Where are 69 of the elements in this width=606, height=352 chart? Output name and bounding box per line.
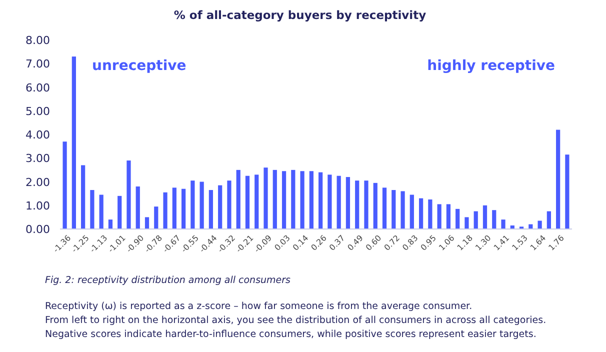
bar — [418, 198, 424, 229]
annotation: highly receptive — [427, 58, 555, 74]
bar — [272, 170, 277, 229]
bar — [346, 177, 350, 229]
bar — [501, 220, 506, 229]
text: Receptivity (ω) is reported as a z-score – how far someone is from the average consumer. — [45, 301, 472, 312]
bar — [538, 220, 542, 229]
y-tick-label: 2.00 — [26, 176, 50, 189]
bar — [364, 180, 368, 229]
caption: Fig. 2: receptivity distribution among all consumers — [45, 275, 291, 286]
bar — [154, 206, 158, 229]
bar — [208, 190, 214, 229]
bar — [382, 188, 387, 229]
bar — [437, 204, 442, 229]
bar — [291, 170, 296, 229]
bar — [200, 182, 204, 229]
bar — [227, 180, 232, 229]
bar — [144, 217, 150, 229]
bar — [336, 176, 341, 229]
y-tick-label: 0.00 — [26, 223, 50, 236]
bar — [81, 165, 86, 229]
bar — [373, 182, 378, 229]
bar — [410, 194, 414, 229]
y-tick-label: 1.00 — [26, 199, 50, 212]
bar — [72, 56, 76, 229]
bar — [546, 211, 551, 229]
bar — [492, 210, 496, 229]
bar — [236, 170, 240, 229]
bar — [300, 171, 304, 229]
bar — [163, 192, 168, 229]
y-tick-label: 4.00 — [26, 128, 50, 142]
bar — [355, 180, 360, 229]
bar — [392, 190, 396, 229]
text: From left to right on the horizontal axis, you see the distribution of all consumers in across all categories. — [45, 315, 546, 326]
bar — [99, 194, 104, 229]
bar — [446, 204, 451, 229]
bar — [565, 154, 570, 229]
bar — [264, 168, 268, 229]
bar — [172, 188, 176, 229]
bar — [254, 174, 259, 229]
bar — [245, 176, 250, 229]
annotation: unreceptive — [92, 58, 186, 74]
bar — [90, 190, 94, 229]
y-tick-label: 8.00 — [26, 34, 50, 47]
bar — [62, 142, 67, 229]
bar — [400, 191, 405, 229]
bar — [428, 199, 432, 229]
bar — [318, 172, 323, 229]
y-tick-label: 7.00 — [26, 58, 50, 71]
bar — [108, 220, 113, 229]
bar — [126, 160, 131, 229]
bar — [181, 188, 186, 229]
y-tick-label: 6.00 — [26, 81, 50, 94]
chart-title: % of all-category buyers by receptivity — [174, 8, 427, 22]
y-tick-label: 3.00 — [26, 152, 50, 166]
bar — [464, 217, 469, 229]
bar — [309, 171, 314, 229]
text: Negative scores indicate harder-to-influence consumers, while positive scores represent easier targets. — [45, 329, 536, 340]
bar — [136, 186, 140, 229]
bar — [218, 185, 222, 229]
bar — [474, 211, 478, 229]
bar — [328, 174, 332, 229]
bar — [456, 208, 460, 229]
bar — [282, 171, 286, 229]
bar — [190, 180, 195, 229]
bar — [482, 205, 488, 229]
bar — [118, 196, 122, 229]
y-tick-label: 5.00 — [26, 104, 50, 118]
bar — [556, 130, 560, 229]
